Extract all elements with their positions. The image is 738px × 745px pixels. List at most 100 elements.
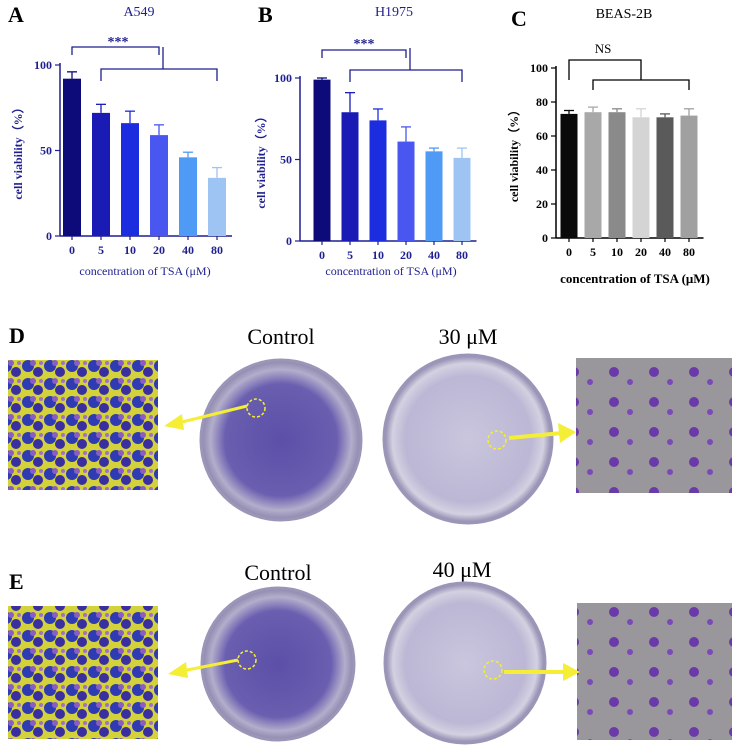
x-tick-label: 40 <box>182 243 194 257</box>
error-bar <box>429 147 439 152</box>
error-bar <box>345 92 355 113</box>
arrow-d-left <box>164 404 248 430</box>
dish-d-control <box>199 358 363 522</box>
micrograph-e-control <box>8 606 158 739</box>
x-tick-label: 10 <box>372 248 384 262</box>
colony-d-control-label: Control <box>247 324 314 349</box>
significance-label: *** <box>354 37 375 52</box>
error-bar <box>401 126 411 142</box>
significance-label: NS <box>595 41 612 56</box>
bar <box>632 117 650 238</box>
x-tick-label: 80 <box>456 248 468 262</box>
micrograph-e-treated <box>577 603 732 740</box>
colony-e-control-label: Control <box>244 560 311 585</box>
zoom-circle-e-treated <box>483 660 503 680</box>
x-axis-label: concentration of TSA (μM) <box>79 264 210 278</box>
error-bar <box>588 106 598 113</box>
significance-bracket <box>349 48 463 82</box>
bar <box>425 151 443 241</box>
zoom-circle-d-treated <box>487 430 507 450</box>
x-tick-label: 40 <box>428 248 440 262</box>
arrow-e-left <box>168 658 239 678</box>
significance-label: *** <box>108 35 129 50</box>
x-tick-label: 5 <box>590 245 596 259</box>
bar <box>656 117 674 238</box>
colony-e-treated-label: 40 μM <box>433 557 492 582</box>
arrow-e-right <box>504 663 580 681</box>
x-axis-label: concentration of TSA (μM) <box>560 271 710 286</box>
bracket-line <box>321 49 407 58</box>
chart-title: A549 <box>123 5 154 20</box>
x-tick-label: 80 <box>683 245 695 259</box>
error-bar <box>660 113 670 118</box>
bar <box>369 120 387 241</box>
chart-title: BEAS-2B <box>596 7 653 22</box>
bracket-line <box>71 46 160 55</box>
error-bar <box>317 77 327 80</box>
chart-beas-2b: BEAS-2B 0 20 40 60 80 100 cell viability（%） 0 5 10… <box>506 7 710 286</box>
error-bar <box>125 110 135 124</box>
y-axis-label: cell viability（%） <box>506 104 521 202</box>
y-tick-label: 100 <box>530 61 548 75</box>
error-bar <box>636 108 646 118</box>
error-bar <box>684 108 694 116</box>
x-tick-label: 20 <box>400 248 412 262</box>
x-tick-label: 0 <box>319 248 325 262</box>
y-tick-label: 80 <box>536 95 548 109</box>
bar <box>453 157 471 241</box>
y-tick-label: 40 <box>536 163 548 177</box>
x-tick-label: 80 <box>211 243 223 257</box>
y-tick-label: 0 <box>542 231 548 245</box>
error-bar <box>96 103 106 113</box>
x-tick-label: 0 <box>69 243 75 257</box>
error-bar <box>457 147 467 158</box>
bar <box>560 113 578 238</box>
micrograph-d-control <box>8 360 158 490</box>
panel-label-b: B <box>258 2 273 27</box>
significance-bracket: *** <box>321 37 407 58</box>
chart-title: H1975 <box>375 5 413 20</box>
bar <box>150 135 168 236</box>
micrograph-d-treated <box>576 358 732 493</box>
error-bar <box>212 166 222 178</box>
panel-label-d: D <box>9 323 25 348</box>
x-tick-label: 20 <box>153 243 165 257</box>
arrow-d-right <box>508 423 576 443</box>
x-tick-label: 5 <box>98 243 104 257</box>
colony-d-treated-label: 30 μM <box>439 324 498 349</box>
error-bar <box>183 151 193 158</box>
bar <box>680 115 698 238</box>
error-bar <box>373 108 383 121</box>
chart-h1975: H1975 0 50 100 cell viability（%） 0 5 10 20 40 80co… <box>253 5 477 278</box>
bar <box>584 112 602 238</box>
y-tick-label: 50 <box>280 153 292 167</box>
bar <box>179 157 197 236</box>
error-bar <box>564 109 574 114</box>
bar <box>608 112 626 238</box>
significance-bracket: NS <box>568 41 690 90</box>
bar <box>313 79 331 241</box>
x-tick-label: 20 <box>635 245 647 259</box>
dish-e-control <box>200 586 356 742</box>
error-bar <box>612 108 622 113</box>
x-tick-label: 5 <box>347 248 353 262</box>
y-axis-label: cell viability（%） <box>253 110 268 208</box>
y-tick-label: 100 <box>34 58 52 72</box>
zoom-circle-e-control <box>237 650 257 670</box>
bar <box>121 123 139 236</box>
x-tick-label: 40 <box>659 245 671 259</box>
y-tick-label: 50 <box>40 144 52 158</box>
x-tick-label: 0 <box>566 245 572 259</box>
y-axis-label: cell viability（%） <box>10 101 25 199</box>
bracket-line <box>100 68 218 81</box>
dish-d-treated <box>382 353 554 525</box>
zoom-circle-d-control <box>246 398 266 418</box>
y-tick-label: 60 <box>536 129 548 143</box>
x-tick-label: 10 <box>611 245 623 259</box>
error-bar <box>154 124 164 136</box>
x-tick-label: 10 <box>124 243 136 257</box>
bracket-line <box>568 59 642 80</box>
error-bar <box>67 71 77 79</box>
dish-e-treated <box>383 581 547 745</box>
